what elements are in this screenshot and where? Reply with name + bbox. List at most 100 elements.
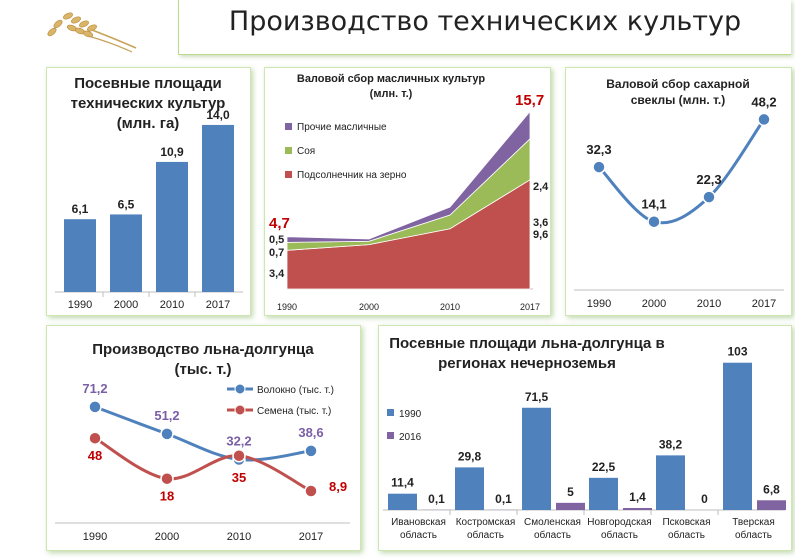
oilseed-chart-panel: Валовой сбор масличных культур (млн. т.)… — [264, 67, 551, 316]
bar-value-label: 6,1 — [72, 202, 89, 216]
total-end-label: 15,7 — [515, 92, 544, 109]
bar-value-label: 1,4 — [629, 490, 646, 504]
flax-regions-chart: Посевные площади льна-долгунца в региона… — [383, 335, 786, 541]
wheat-logo-icon — [47, 12, 137, 53]
bar — [723, 362, 752, 510]
chart-title-line-2: (млн. т.) — [370, 88, 413, 100]
data-label: 32,2 — [226, 434, 251, 449]
chart-title-line-1: Посевные площади льна-долгунца в — [389, 335, 664, 352]
legend-swatch — [387, 432, 394, 439]
bar-value-label: 0,1 — [495, 492, 512, 506]
bar — [110, 214, 142, 292]
bar-value-label: 38,2 — [659, 437, 683, 451]
data-point — [160, 471, 174, 486]
bar — [455, 467, 484, 510]
data-label: 14,1 — [641, 197, 666, 212]
bar — [556, 502, 585, 510]
bar — [388, 493, 417, 510]
x-tick-label: 2010 — [160, 299, 184, 311]
data-label: 22,3 — [696, 172, 721, 187]
data-label: 38,6 — [298, 425, 323, 440]
chart-title-line-2: технических культур — [71, 95, 226, 112]
x-tick-label: область — [400, 529, 437, 541]
legend-swatch — [285, 147, 292, 154]
series-start-label: 0,7 — [269, 247, 284, 259]
x-tick-label: 2000 — [114, 299, 138, 311]
data-point — [88, 431, 102, 445]
x-tick-label: 2010 — [227, 531, 251, 543]
area-series — [286, 110, 531, 243]
x-tick-label: 2017 — [206, 299, 230, 311]
data-label: 71,2 — [82, 381, 107, 396]
x-tick-label: Новгородская — [587, 517, 651, 528]
sugar-beet-chart: Валовой сбор сахарной свеклы (млн. т.) 3… — [574, 77, 784, 310]
x-tick-label: 1990 — [587, 298, 611, 310]
bar-value-label: 10,9 — [160, 145, 184, 159]
x-tick-label: 2010 — [440, 302, 460, 312]
data-label: 48,2 — [751, 94, 776, 109]
sown-area-chart-panel: Посевные площади технических культур (мл… — [46, 67, 251, 316]
bar-value-label: 0 — [701, 492, 708, 506]
flax-production-chart-panel: Производство льна-долгунца (тыс. т.) 71,… — [46, 325, 361, 551]
line-series — [597, 118, 766, 225]
legend-label: Волокно (тыс. т.) — [257, 385, 334, 396]
data-point — [88, 400, 102, 414]
sugar-beet-chart-panel: Валовой сбор сахарной свеклы (млн. т.) 3… — [565, 67, 792, 316]
series-end-label: 9,6 — [533, 229, 548, 241]
legend-swatch — [387, 409, 394, 416]
x-tick-label: Костромская — [456, 517, 516, 528]
bar-value-label: 11,4 — [391, 476, 414, 490]
data-point — [232, 449, 246, 463]
x-tick-label: Ивановская — [391, 517, 446, 528]
series-start-label: 0,5 — [269, 234, 284, 246]
x-tick-label: Смоленская — [524, 517, 581, 528]
bar — [64, 219, 96, 292]
data-point — [304, 484, 318, 498]
chart-title-line-1: Производство льна-долгунца — [92, 341, 314, 358]
bar — [623, 507, 652, 510]
line-series — [94, 405, 312, 462]
x-tick-label: область — [534, 529, 571, 541]
oilseed-chart: Валовой сбор масличных культур (млн. т.)… — [269, 73, 549, 312]
data-point — [757, 112, 771, 127]
data-label: 18 — [160, 489, 174, 504]
x-tick-label: 2017 — [520, 302, 540, 312]
bar-value-label: 6,5 — [118, 197, 135, 211]
x-tick-label: 2010 — [697, 298, 721, 310]
bar-value-label: 14,0 — [206, 108, 230, 122]
data-point — [647, 214, 661, 229]
bar — [156, 161, 188, 292]
series-end-label: 3,6 — [533, 217, 548, 229]
chart-title-line-2: (тыс. т.) — [174, 361, 231, 378]
total-start-label: 4,7 — [269, 215, 290, 232]
legend-label: Прочие масличные — [297, 122, 387, 133]
data-label: 51,2 — [154, 408, 179, 423]
x-tick-label: 1990 — [277, 302, 297, 312]
x-tick-label: 1990 — [68, 299, 92, 311]
data-label: 48 — [88, 448, 102, 463]
title-bar: Производство технических культур — [178, 0, 791, 55]
data-point — [592, 160, 606, 174]
chart-title-line-2: свеклы (млн. т.) — [631, 93, 726, 107]
series-end-label: 2,4 — [533, 181, 549, 193]
bar-value-label: 103 — [727, 345, 747, 359]
chart-title-line-1: Посевные площади — [74, 75, 222, 92]
x-tick-label: область — [467, 529, 504, 541]
bar-value-label: 71,5 — [525, 390, 549, 404]
data-label: 8,9 — [329, 479, 347, 494]
x-tick-label: Псковская — [662, 517, 710, 528]
legend-label: 1990 — [399, 409, 422, 420]
chart-title-line-3: (млн. га) — [117, 115, 180, 132]
bar — [522, 407, 551, 510]
data-label: 32,3 — [586, 142, 611, 157]
sown-area-chart: Посевные площади технических культур (мл… — [55, 75, 243, 311]
bar-value-label: 22,5 — [592, 460, 616, 474]
bar-value-label: 6,8 — [763, 482, 780, 496]
x-tick-label: область — [735, 529, 772, 541]
data-point — [702, 190, 716, 204]
series-start-label: 3,4 — [269, 268, 285, 280]
x-tick-label: 2000 — [642, 298, 666, 310]
bar — [202, 124, 234, 292]
x-tick-label: 2000 — [155, 531, 179, 543]
bar — [589, 477, 618, 510]
